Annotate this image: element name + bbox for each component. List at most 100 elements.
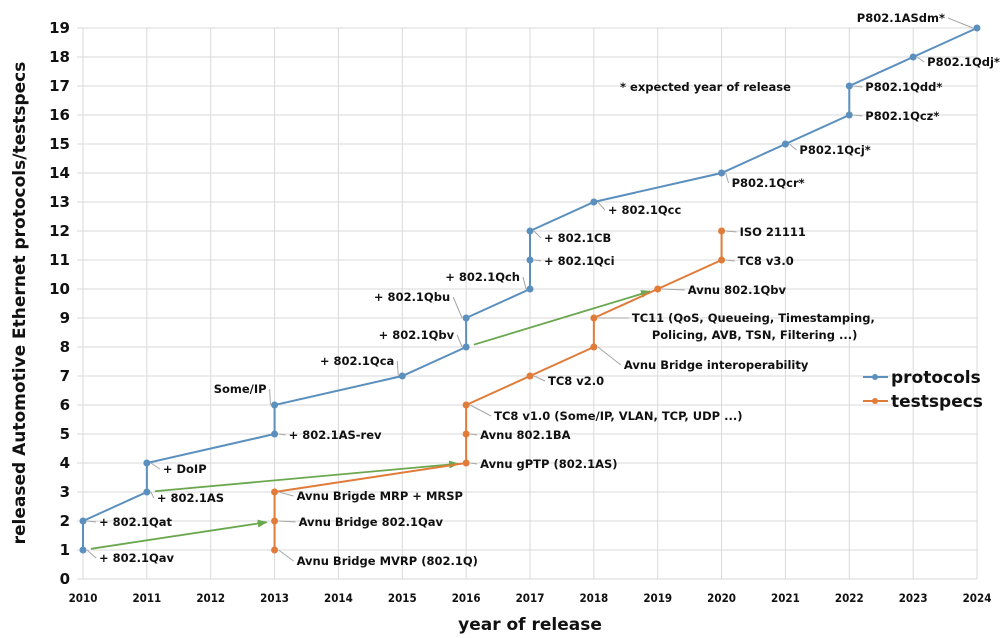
y-tick-label: 0 [60, 570, 70, 588]
data-point-testspecs [718, 227, 726, 235]
data-point-protocols [271, 430, 279, 438]
data-point-protocols [462, 314, 470, 322]
data-point-protocols [143, 459, 151, 467]
y-tick-label: 18 [49, 48, 70, 66]
data-point-protocols [398, 372, 406, 380]
data-point-protocols [909, 53, 917, 61]
x-tick-label: 2020 [707, 591, 736, 605]
y-tick-label: 2 [60, 512, 70, 530]
leader-line [947, 17, 974, 29]
data-point-protocols [781, 140, 789, 148]
y-tick-label: 8 [60, 338, 70, 356]
leader-line [278, 491, 294, 497]
y-tick-label: 13 [49, 193, 70, 211]
data-label: + DoIP [163, 462, 207, 476]
y-tick-label: 14 [49, 164, 70, 182]
leader-line [597, 201, 606, 211]
data-label: TC8 v3.0 [738, 254, 794, 268]
data-point-protocols [590, 198, 598, 206]
y-tick-label: 17 [49, 77, 70, 95]
leader-line [725, 259, 735, 262]
y-tick-label: 6 [60, 396, 70, 414]
leader-line [522, 276, 527, 290]
leader-line [150, 462, 161, 470]
x-tick-label: 2015 [388, 591, 417, 605]
data-label: Avnu Bridge MVRP (802.1Q) [297, 554, 478, 568]
leader-line [533, 259, 542, 262]
legend-label-protocols: protocols [891, 368, 981, 388]
y-tick-label: 15 [49, 135, 70, 153]
leader-line [278, 549, 294, 562]
data-point-protocols [79, 517, 87, 525]
y-tick-label: 1 [60, 541, 70, 559]
data-point-protocols [718, 169, 726, 177]
data-point-testspecs [271, 517, 279, 525]
y-tick-label: 19 [49, 19, 70, 37]
data-label: P802.1Qdj* [927, 55, 1000, 69]
leader-line [533, 375, 546, 382]
x-tick-label: 2021 [771, 591, 800, 605]
legend-label-testspecs: testspecs [891, 392, 983, 412]
y-tick-label: 3 [60, 483, 70, 501]
leader-line [789, 143, 797, 151]
x-tick-label: 2022 [835, 591, 864, 605]
leader-line [278, 520, 296, 523]
leader-line [725, 230, 737, 233]
data-label: + 802.1Qci [544, 254, 615, 268]
x-tick-label: 2011 [132, 591, 161, 605]
data-point-testspecs [654, 285, 662, 293]
data-point-testspecs [590, 314, 598, 322]
data-point-protocols [79, 546, 87, 554]
data-label: Avnu Bridge 802.1Qav [299, 515, 444, 529]
x-tick-label: 2023 [899, 591, 928, 605]
data-point-protocols [526, 256, 534, 264]
data-label: + 802.1Qav [99, 551, 175, 565]
y-tick-label: 9 [60, 309, 70, 327]
data-label: + 802.1Qch [445, 270, 520, 284]
data-label: Avnu gPTP (802.1AS) [480, 457, 617, 471]
series [79, 24, 981, 554]
leader-line [86, 520, 97, 523]
leader-line [853, 114, 863, 117]
data-point-protocols [845, 82, 853, 90]
leader-line [533, 230, 542, 239]
trend-arrow [90, 519, 268, 550]
x-tick-label: 2016 [452, 591, 481, 605]
annotations: + 802.1Qav + 802.1Qat + 802.1AS + DoIP + 802… [86, 11, 1000, 568]
data-label: Avnu 802.1BA [480, 428, 571, 442]
x-tick-label: 2012 [196, 591, 225, 605]
x-tick-label: 2019 [643, 591, 672, 605]
data-label: Avnu 802.1Qbv [688, 283, 787, 297]
data-point-protocols [143, 488, 151, 496]
arrows [90, 290, 652, 550]
data-point-testspecs [271, 546, 279, 554]
data-label: Avnu Brigde MRP + MRSP [297, 489, 463, 503]
note-text: * expected year of release [620, 80, 791, 94]
x-axis-ticks: 2010 2011 2012 2013 2014 2015 2016 2017 2018 2019… [69, 591, 992, 605]
data-point-testspecs [271, 488, 279, 496]
data-point-testspecs [462, 459, 470, 467]
leader-line [469, 404, 492, 417]
data-label: ISO 21111 [740, 225, 806, 239]
y-tick-label: 7 [60, 367, 70, 385]
data-label: + 802.1Qbu [374, 290, 450, 304]
leader-line [452, 296, 463, 319]
x-tick-label: 2024 [963, 591, 992, 605]
leader-line [470, 433, 478, 436]
x-tick-label: 2017 [516, 591, 545, 605]
data-point-protocols [845, 111, 853, 119]
leader-line [150, 491, 155, 499]
data-label: + 802.1CB [544, 231, 611, 245]
leader-line [456, 334, 463, 348]
y-tick-label: 10 [49, 280, 70, 298]
data-label: P802.1Qcr* [732, 176, 805, 190]
x-axis-title: year of release [458, 615, 602, 635]
data-label: + 802.1AS [157, 491, 224, 505]
data-point-protocols [526, 227, 534, 235]
data-point-testspecs [462, 401, 470, 409]
data-label: TC8 v1.0 (Some/IP, VLAN, TCP, UDP ...) [494, 409, 742, 423]
leader-line [853, 85, 863, 88]
data-label: + 802.1AS-rev [289, 428, 382, 442]
leader-line [86, 549, 97, 559]
